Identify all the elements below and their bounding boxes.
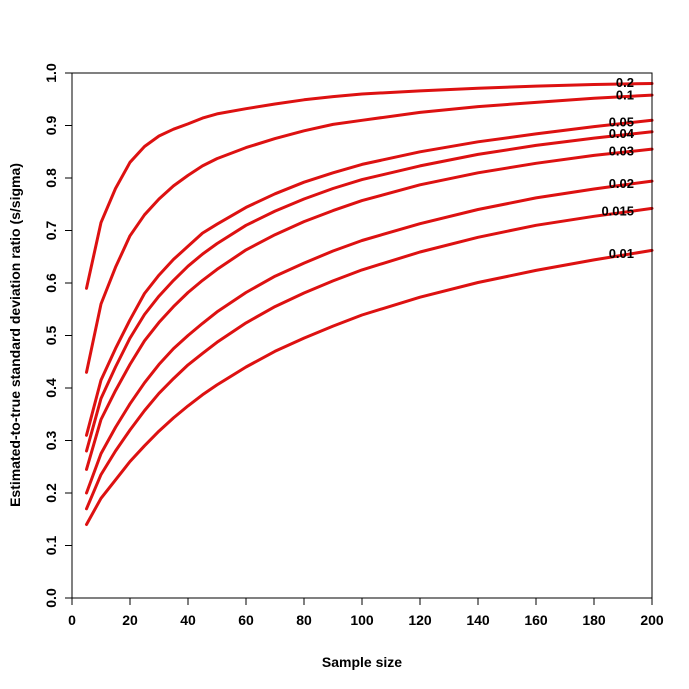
x-tick-label: 40 bbox=[180, 612, 196, 628]
series-line-0-05 bbox=[85, 118, 654, 437]
y-tick-label: 0.2 bbox=[43, 483, 59, 503]
y-tick-label: 1.0 bbox=[43, 63, 59, 83]
y-tick-label: 0.6 bbox=[43, 273, 59, 293]
y-tick-label: 0.5 bbox=[43, 326, 59, 346]
x-tick-label: 20 bbox=[122, 612, 138, 628]
y-tick-label: 0.4 bbox=[43, 378, 59, 398]
series-line-0-04 bbox=[85, 130, 654, 453]
x-tick-label: 0 bbox=[68, 612, 76, 628]
series-label: 0.04 bbox=[609, 126, 635, 141]
series-label: 0.05 bbox=[609, 114, 634, 129]
x-tick-label: 80 bbox=[296, 612, 312, 628]
series-line-0-02 bbox=[85, 179, 654, 495]
x-tick-label: 140 bbox=[466, 612, 490, 628]
x-tick-label: 200 bbox=[640, 612, 664, 628]
x-tick-label: 120 bbox=[408, 612, 432, 628]
series-line-0-2 bbox=[85, 82, 654, 290]
plot-frame bbox=[71, 72, 653, 599]
y-tick-label: 0.0 bbox=[43, 588, 59, 608]
plot-lines bbox=[85, 82, 654, 526]
series-line-0-015 bbox=[85, 206, 654, 511]
x-tick-label: 160 bbox=[524, 612, 548, 628]
y-tick-label: 0.3 bbox=[43, 431, 59, 451]
x-axis-title: Sample size bbox=[322, 654, 402, 670]
y-tick-label: 0.7 bbox=[43, 221, 59, 241]
x-axis: 0 20 40 60 80 100 120 140 160 180 200 bbox=[68, 598, 664, 628]
series-label: 0.015 bbox=[601, 203, 634, 218]
series-label: 0.03 bbox=[609, 143, 634, 158]
series-label: 0.02 bbox=[609, 176, 634, 191]
y-axis-title: Estimated-to-true standard deviation rat… bbox=[7, 163, 23, 507]
x-tick-label: 100 bbox=[350, 612, 374, 628]
y-axis: 0.0 0.1 0.2 0.3 0.4 0.5 0.6 0.7 0.8 0.9 1.0 bbox=[43, 63, 72, 608]
y-tick-label: 0.8 bbox=[43, 168, 59, 188]
y-tick-label: 0.1 bbox=[43, 536, 59, 556]
series-labels: 0.20.1 0.050.04 0.03 0.02 0.015 0.01 bbox=[601, 75, 634, 261]
series-line-0-01 bbox=[85, 248, 654, 526]
series-label: 0.1 bbox=[616, 88, 634, 103]
series-line-0-03 bbox=[85, 147, 654, 471]
x-tick-label: 180 bbox=[582, 612, 606, 628]
series-label: 0.2 bbox=[616, 75, 634, 90]
y-tick-label: 0.9 bbox=[43, 116, 59, 136]
series-label: 0.01 bbox=[609, 246, 634, 261]
series-line-0-1 bbox=[85, 93, 654, 374]
x-tick-label: 60 bbox=[238, 612, 254, 628]
